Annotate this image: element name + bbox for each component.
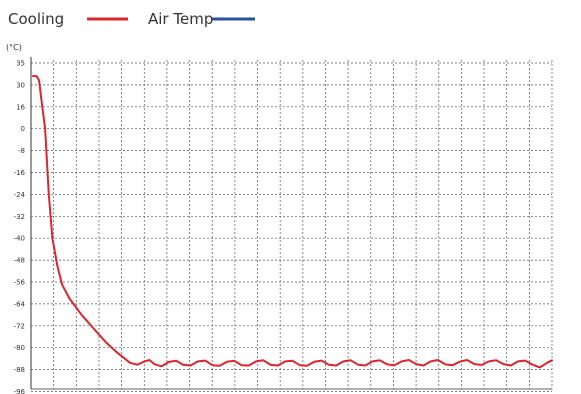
axes (30, 57, 552, 390)
y-tick-label: -56 (14, 279, 26, 287)
y-tick-label: -24 (14, 191, 26, 199)
y-tick-label: 0 (21, 125, 25, 133)
y-tick-label: -96 (14, 388, 26, 394)
y-tick-label: -48 (14, 257, 25, 265)
series-line-cooling (32, 75, 553, 369)
y-tick-label: -88 (14, 366, 25, 374)
y-tick-labels: 35 30 16 0 -8 -16 -24 -32 -40 -48 -56 -64 -72 -80 -88 -… (14, 60, 26, 394)
grid (31, 60, 553, 392)
y-tick-label: -16 (14, 169, 26, 177)
y-tick-label: 30 (16, 81, 25, 89)
y-tick-label: 16 (16, 103, 25, 111)
legend-label-air-temp: Air Temp (148, 10, 213, 28)
y-unit-label: (°C) (6, 43, 22, 52)
y-tick-label: -80 (14, 344, 25, 352)
y-tick-label: -8 (18, 147, 25, 155)
legend-label-cooling: Cooling (8, 10, 64, 28)
y-tick-label: -40 (14, 235, 25, 243)
y-tick-label: -64 (14, 300, 26, 308)
y-tick-label: -32 (14, 213, 25, 221)
legend: Cooling Air Temp (8, 10, 255, 28)
y-tick-label: -72 (14, 322, 25, 330)
series-lines (32, 75, 553, 369)
y-tick-label: 35 (16, 60, 25, 68)
